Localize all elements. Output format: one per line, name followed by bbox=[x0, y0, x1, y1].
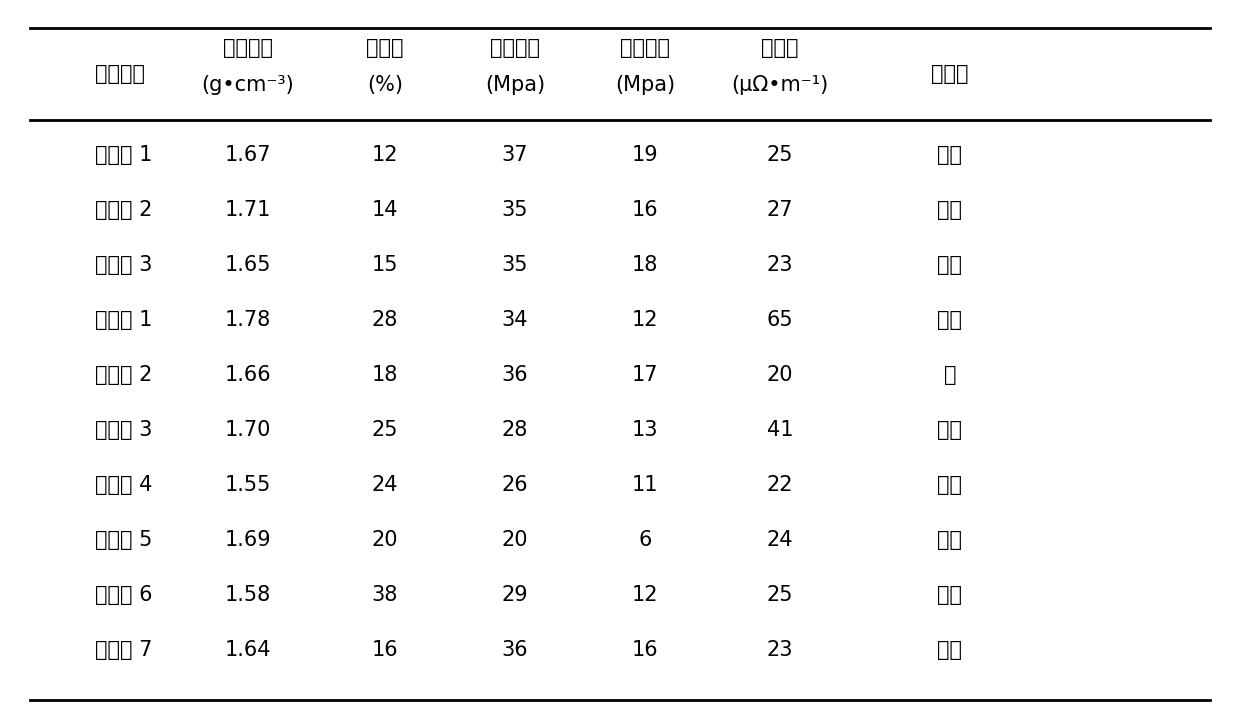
Text: (Mpa): (Mpa) bbox=[485, 75, 546, 95]
Text: 1.64: 1.64 bbox=[224, 640, 272, 660]
Text: 26: 26 bbox=[502, 475, 528, 495]
Text: 对比例 2: 对比例 2 bbox=[95, 365, 153, 385]
Text: 实施例 3: 实施例 3 bbox=[95, 255, 153, 275]
Text: 指标名称: 指标名称 bbox=[95, 64, 145, 84]
Text: 36: 36 bbox=[502, 640, 528, 660]
Text: 24: 24 bbox=[372, 475, 398, 495]
Text: 16: 16 bbox=[631, 640, 658, 660]
Text: 16: 16 bbox=[631, 200, 658, 220]
Text: 19: 19 bbox=[631, 145, 658, 165]
Text: 15: 15 bbox=[372, 255, 398, 275]
Text: 较差: 较差 bbox=[937, 640, 962, 660]
Text: 1.66: 1.66 bbox=[224, 365, 272, 385]
Text: 1.69: 1.69 bbox=[224, 530, 272, 550]
Text: 18: 18 bbox=[372, 365, 398, 385]
Text: 对比例 5: 对比例 5 bbox=[95, 530, 153, 550]
Text: 22: 22 bbox=[766, 475, 794, 495]
Text: 1.65: 1.65 bbox=[224, 255, 272, 275]
Text: 35: 35 bbox=[502, 255, 528, 275]
Text: 11: 11 bbox=[631, 475, 658, 495]
Text: 体积密度: 体积密度 bbox=[223, 38, 273, 58]
Text: 对比例 1: 对比例 1 bbox=[95, 310, 153, 330]
Text: 29: 29 bbox=[502, 585, 528, 605]
Text: 20: 20 bbox=[502, 530, 528, 550]
Text: 14: 14 bbox=[372, 200, 398, 220]
Text: 35: 35 bbox=[502, 200, 528, 220]
Text: (μΩ•m⁻¹): (μΩ•m⁻¹) bbox=[732, 75, 828, 95]
Text: 开孔率: 开孔率 bbox=[366, 38, 404, 58]
Text: 良好: 良好 bbox=[937, 200, 962, 220]
Text: 38: 38 bbox=[372, 585, 398, 605]
Text: 1.55: 1.55 bbox=[224, 475, 272, 495]
Text: 耐压强度: 耐压强度 bbox=[490, 38, 539, 58]
Text: 1.58: 1.58 bbox=[224, 585, 272, 605]
Text: (g•cm⁻³): (g•cm⁻³) bbox=[202, 75, 294, 95]
Text: 25: 25 bbox=[766, 585, 794, 605]
Text: 良好: 良好 bbox=[937, 310, 962, 330]
Text: 良好: 良好 bbox=[937, 145, 962, 165]
Text: (Mpa): (Mpa) bbox=[615, 75, 675, 95]
Text: 20: 20 bbox=[372, 530, 398, 550]
Text: 13: 13 bbox=[631, 420, 658, 440]
Text: 28: 28 bbox=[372, 310, 398, 330]
Text: 良好: 良好 bbox=[937, 530, 962, 550]
Text: 20: 20 bbox=[766, 365, 794, 385]
Text: 对比例 4: 对比例 4 bbox=[95, 475, 153, 495]
Text: 良好: 良好 bbox=[937, 475, 962, 495]
Text: 实施例 1: 实施例 1 bbox=[95, 145, 153, 165]
Text: 1.78: 1.78 bbox=[224, 310, 272, 330]
Text: 23: 23 bbox=[766, 640, 794, 660]
Text: 25: 25 bbox=[766, 145, 794, 165]
Text: 对比例 7: 对比例 7 bbox=[95, 640, 153, 660]
Text: 28: 28 bbox=[502, 420, 528, 440]
Text: 16: 16 bbox=[372, 640, 398, 660]
Text: 23: 23 bbox=[766, 255, 794, 275]
Text: 较差: 较差 bbox=[937, 585, 962, 605]
Text: 65: 65 bbox=[766, 310, 794, 330]
Text: 1.70: 1.70 bbox=[224, 420, 272, 440]
Text: 电阴率: 电阴率 bbox=[761, 38, 799, 58]
Text: 1.67: 1.67 bbox=[224, 145, 272, 165]
Text: 良好: 良好 bbox=[937, 255, 962, 275]
Text: 36: 36 bbox=[502, 365, 528, 385]
Text: 37: 37 bbox=[502, 145, 528, 165]
Text: 17: 17 bbox=[631, 365, 658, 385]
Text: 12: 12 bbox=[631, 310, 658, 330]
Text: 抗折强度: 抗折强度 bbox=[620, 38, 670, 58]
Text: 良好: 良好 bbox=[937, 420, 962, 440]
Text: (%): (%) bbox=[367, 75, 403, 95]
Text: 34: 34 bbox=[502, 310, 528, 330]
Text: 实施例 2: 实施例 2 bbox=[95, 200, 153, 220]
Text: 对比例 3: 对比例 3 bbox=[95, 420, 153, 440]
Text: 差: 差 bbox=[944, 365, 956, 385]
Text: 24: 24 bbox=[766, 530, 794, 550]
Text: 6: 6 bbox=[639, 530, 652, 550]
Text: 润湿性: 润湿性 bbox=[931, 64, 968, 84]
Text: 12: 12 bbox=[372, 145, 398, 165]
Text: 41: 41 bbox=[766, 420, 794, 440]
Text: 12: 12 bbox=[631, 585, 658, 605]
Text: 18: 18 bbox=[632, 255, 658, 275]
Text: 1.71: 1.71 bbox=[224, 200, 272, 220]
Text: 对比例 6: 对比例 6 bbox=[95, 585, 153, 605]
Text: 25: 25 bbox=[372, 420, 398, 440]
Text: 27: 27 bbox=[766, 200, 794, 220]
